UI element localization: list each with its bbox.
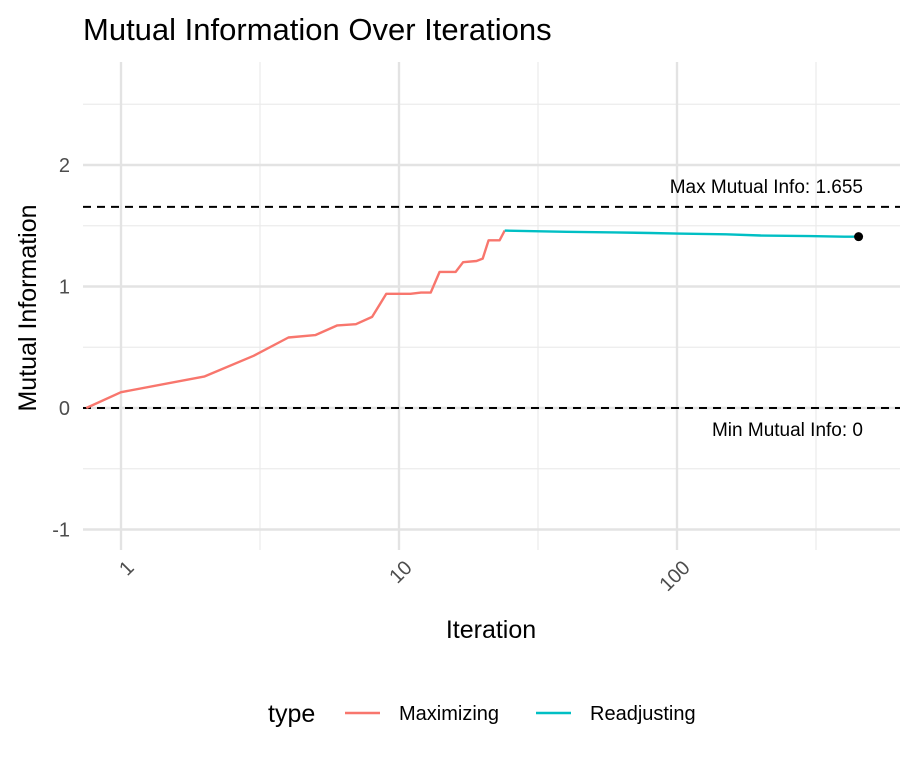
series-line-readjusting xyxy=(504,229,859,238)
x-tick-label: 100 xyxy=(656,557,695,596)
y-tick-label: 2 xyxy=(59,155,70,177)
y-tick-label: -1 xyxy=(52,520,70,542)
legend-label-maximizing: Maximizing xyxy=(399,703,499,725)
series-line-maximizing xyxy=(85,230,506,410)
reference-line-label: Max Mutual Info: 1.655 xyxy=(670,177,863,198)
y-axis-title: Mutual Information xyxy=(14,204,42,411)
legend-label-readjusting: Readjusting xyxy=(590,703,696,725)
legend: type Maximizing Readjusting xyxy=(268,700,696,728)
chart-title: Mutual Information Over Iterations xyxy=(83,12,552,47)
legend-title: type xyxy=(268,700,315,728)
x-axis-title: Iteration xyxy=(446,616,536,644)
x-tick-label: 1 xyxy=(115,557,138,580)
end-point-marker xyxy=(854,232,864,242)
grid xyxy=(83,62,900,550)
reference-line-label: Min Mutual Info: 0 xyxy=(712,420,863,441)
series-group xyxy=(85,229,864,410)
y-tick-label: 0 xyxy=(59,398,70,420)
reference-lines: Max Mutual Info: 1.655 Min Mutual Info: 0 xyxy=(83,177,900,441)
x-tick-label: 10 xyxy=(385,557,416,588)
y-tick-label: 1 xyxy=(59,277,70,299)
